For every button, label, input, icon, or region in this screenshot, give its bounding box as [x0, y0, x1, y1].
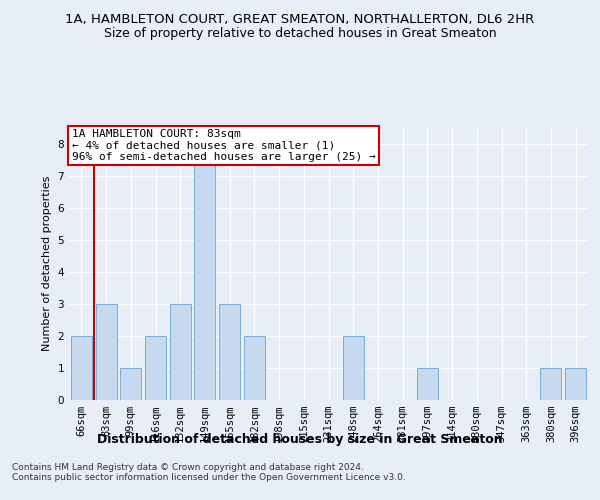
Text: 1A HAMBLETON COURT: 83sqm
← 4% of detached houses are smaller (1)
96% of semi-de: 1A HAMBLETON COURT: 83sqm ← 4% of detach… [71, 129, 376, 162]
Text: Contains HM Land Registry data © Crown copyright and database right 2024.
Contai: Contains HM Land Registry data © Crown c… [12, 462, 406, 482]
Bar [170, 304, 191, 400]
Bar [71, 336, 92, 400]
Bar [145, 336, 166, 400]
Text: Size of property relative to detached houses in Great Smeaton: Size of property relative to detached ho… [104, 28, 496, 40]
Y-axis label: Number of detached properties: Number of detached properties [42, 176, 52, 352]
Bar [120, 368, 141, 400]
Bar [194, 144, 215, 400]
Bar [417, 368, 438, 400]
Bar [565, 368, 586, 400]
Bar [219, 304, 240, 400]
Bar [244, 336, 265, 400]
Text: 1A, HAMBLETON COURT, GREAT SMEATON, NORTHALLERTON, DL6 2HR: 1A, HAMBLETON COURT, GREAT SMEATON, NORT… [65, 12, 535, 26]
Bar [541, 368, 562, 400]
Bar [343, 336, 364, 400]
Bar [95, 304, 116, 400]
Text: Distribution of detached houses by size in Great Smeaton: Distribution of detached houses by size … [97, 432, 503, 446]
